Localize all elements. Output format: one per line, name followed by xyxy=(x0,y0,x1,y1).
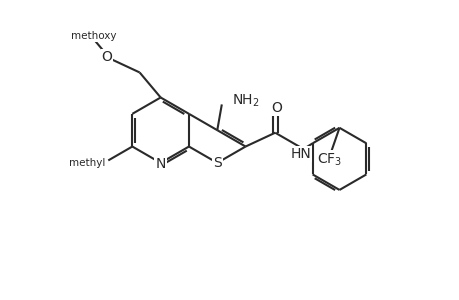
Text: CF$_3$: CF$_3$ xyxy=(316,152,341,168)
Text: NH$_2$: NH$_2$ xyxy=(231,92,259,109)
Text: O: O xyxy=(270,101,281,115)
Text: N: N xyxy=(155,157,166,171)
Text: methyl: methyl xyxy=(69,158,105,168)
Text: O: O xyxy=(101,50,112,64)
Text: methoxy: methoxy xyxy=(71,31,117,41)
Text: HN: HN xyxy=(290,147,310,161)
Text: S: S xyxy=(213,156,221,170)
